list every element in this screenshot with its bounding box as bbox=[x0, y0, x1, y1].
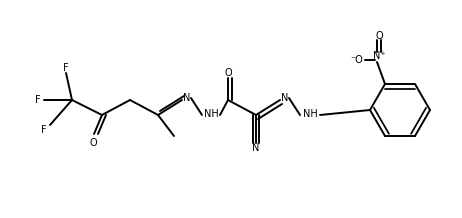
Text: NH: NH bbox=[204, 109, 219, 119]
Text: F: F bbox=[35, 95, 41, 105]
Text: N⁺: N⁺ bbox=[373, 51, 385, 61]
Text: F: F bbox=[41, 125, 47, 135]
Text: O: O bbox=[375, 31, 383, 41]
Text: N: N bbox=[183, 93, 191, 103]
Text: N: N bbox=[252, 143, 260, 153]
Text: ⁻O: ⁻O bbox=[351, 55, 364, 65]
Text: O: O bbox=[89, 138, 97, 148]
Text: F: F bbox=[63, 63, 69, 73]
Text: O: O bbox=[224, 68, 232, 78]
Text: N: N bbox=[281, 93, 289, 103]
Text: NH: NH bbox=[303, 109, 317, 119]
